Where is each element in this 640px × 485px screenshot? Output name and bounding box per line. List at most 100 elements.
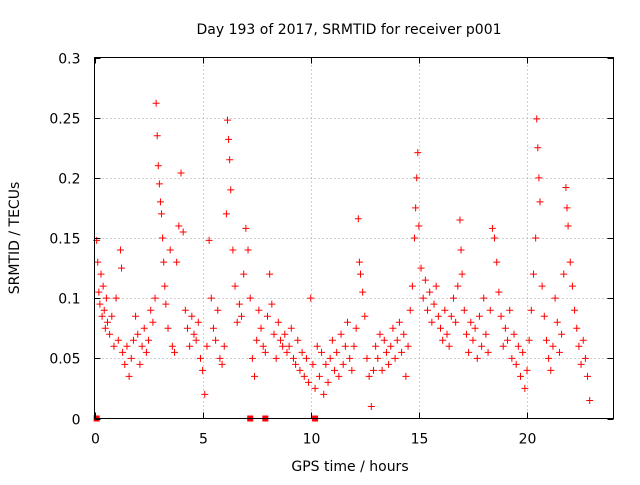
data-point: [98, 312, 106, 320]
data-point: [177, 169, 185, 177]
data-point: [367, 402, 375, 410]
data-point: [318, 348, 326, 356]
data-point: [460, 306, 468, 314]
data-point: [142, 348, 150, 356]
data-point: [355, 258, 363, 266]
data-point: [372, 342, 380, 350]
data-point: [499, 342, 507, 350]
data-point: [296, 366, 304, 374]
data-point: [305, 378, 313, 386]
data-point: [235, 300, 243, 308]
data-point: [389, 324, 397, 332]
data-point: [294, 336, 302, 344]
data-point: [223, 116, 231, 124]
data-point: [400, 330, 408, 338]
data-point: [333, 348, 341, 356]
data-point: [199, 366, 207, 374]
data-point: [535, 174, 543, 182]
data-point: [255, 306, 263, 314]
data-point: [482, 330, 490, 338]
x-tick-label: 15: [411, 432, 429, 448]
data-point: [540, 312, 548, 320]
data-point: [529, 270, 537, 278]
data-point: [497, 312, 505, 320]
data-point: [276, 336, 284, 344]
data-point: [99, 282, 107, 290]
data-point: [264, 312, 271, 320]
data-point: [538, 282, 546, 290]
data-point: [555, 348, 563, 356]
data-point: [456, 216, 464, 224]
data-point: [102, 294, 110, 302]
data-point: [337, 330, 345, 338]
data-point: [183, 324, 191, 332]
data-point: [160, 258, 168, 266]
data-point: [225, 135, 233, 143]
data-point: [560, 270, 568, 278]
data-point: [350, 342, 358, 350]
data-point: [118, 264, 126, 272]
data-point: [173, 258, 181, 266]
data-point: [462, 330, 470, 338]
data-point: [326, 354, 334, 362]
data-point: [272, 354, 280, 362]
data-point: [432, 282, 440, 290]
data-point: [458, 270, 466, 278]
data-point: [517, 372, 525, 380]
data-point: [577, 360, 585, 368]
data-point: [430, 300, 438, 308]
data-point: [112, 294, 120, 302]
axis-ticks: 0 0.05 0.1 0.15 0.2 0.25 0.3 0 5 10 15 20: [49, 52, 614, 448]
data-point: [300, 372, 308, 380]
data-point: [95, 288, 103, 296]
data-point: [447, 312, 455, 320]
data-point: [194, 318, 202, 326]
data-point: [108, 312, 116, 320]
data-point: [116, 246, 124, 254]
data-point: [441, 306, 449, 314]
data-point: [226, 156, 234, 164]
data-point: [251, 372, 259, 380]
data-point: [266, 270, 274, 278]
data-point: [365, 372, 373, 380]
data-point: [274, 318, 282, 326]
data-point: [413, 174, 421, 182]
data-point: [216, 354, 224, 362]
data-point: [508, 354, 516, 362]
data-point: [533, 115, 541, 123]
data-point: [467, 318, 475, 326]
data-point: [136, 360, 144, 368]
data-point: [302, 354, 310, 362]
data-point: [408, 282, 416, 290]
data-point: [361, 312, 369, 320]
data-point: [328, 336, 336, 344]
data-point: [218, 360, 226, 368]
data-point: [320, 390, 328, 398]
data-point: [261, 348, 269, 356]
data-point: [231, 282, 239, 290]
data-point: [443, 330, 451, 338]
y-tick-label: 0.05: [49, 352, 80, 368]
data-point: [581, 354, 589, 362]
data-point: [376, 330, 384, 338]
data-point: [404, 342, 412, 350]
data-point: [233, 318, 241, 326]
y-tick-label: 0.3: [58, 52, 80, 68]
data-point: [545, 354, 553, 362]
data-point: [138, 342, 146, 350]
data-point: [579, 336, 587, 344]
data-point: [406, 306, 414, 314]
data-point: [584, 372, 592, 380]
data-point: [227, 186, 235, 194]
data-point: [159, 234, 167, 242]
data-point: [315, 372, 323, 380]
data-point: [434, 312, 442, 320]
data-point: [346, 354, 354, 362]
data-point: [190, 330, 198, 338]
data-point: [486, 306, 494, 314]
data-point: [512, 360, 520, 368]
data-point: [564, 222, 572, 230]
data-point: [154, 162, 162, 170]
data-point: [156, 198, 164, 206]
